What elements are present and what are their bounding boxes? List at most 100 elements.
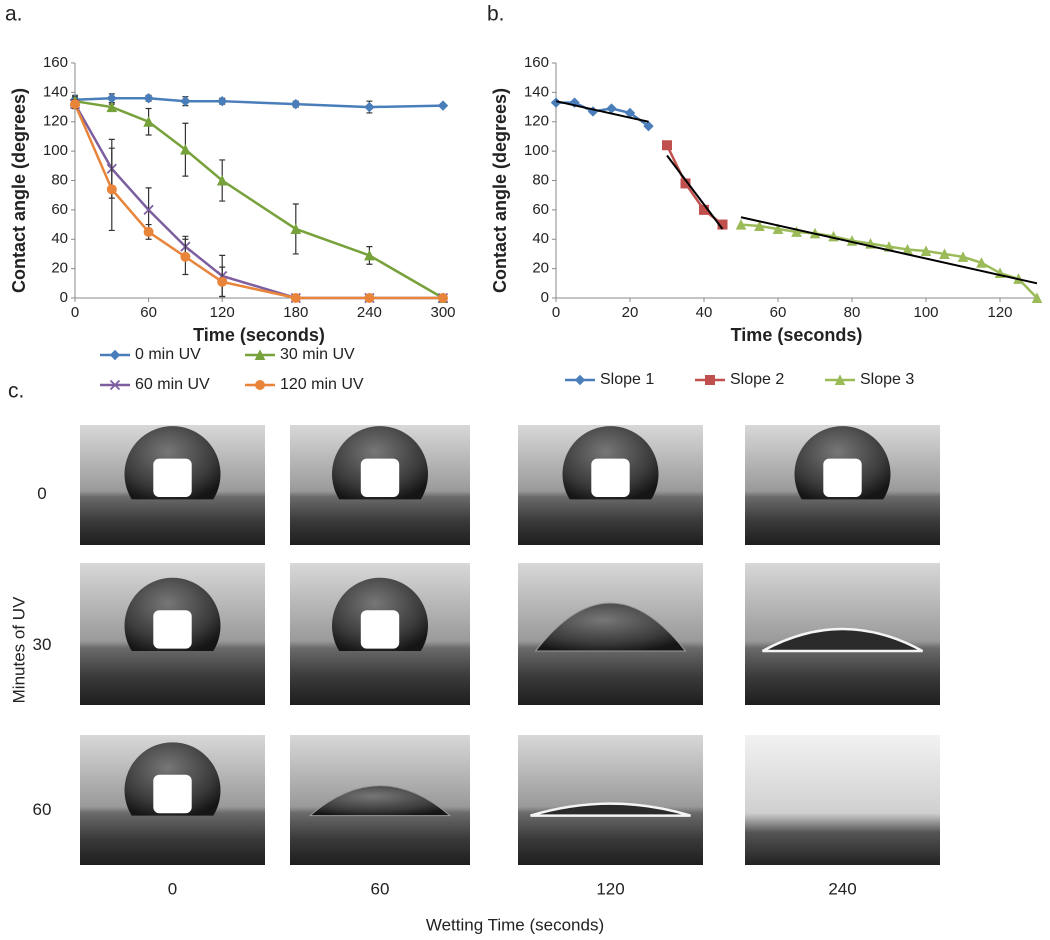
- column-label: 60: [371, 879, 390, 898]
- x-tick-label: 40: [696, 304, 713, 321]
- x-axis-title: Wetting Time (seconds): [426, 915, 604, 934]
- series-line: [556, 101, 650, 128]
- marker: [606, 103, 617, 114]
- trendline: [740, 216, 1038, 285]
- y-tick-label: 160: [43, 54, 68, 71]
- droplet: [530, 802, 691, 817]
- series-line: [74, 99, 444, 300]
- marker: [290, 98, 302, 110]
- x-tick-label: 120: [210, 304, 235, 321]
- x-axis-title: Time (seconds): [731, 325, 863, 345]
- y-tick-label: 60: [532, 201, 549, 218]
- y-tick-label: 80: [532, 171, 549, 188]
- x-tick-label: 180: [283, 304, 308, 321]
- droplet-highlight: [153, 774, 192, 814]
- y-tick-label: 120: [43, 113, 68, 130]
- y-tick-label: 100: [524, 142, 549, 159]
- y-tick-label: 0: [541, 289, 549, 306]
- y-tick-label: 80: [51, 171, 68, 188]
- y-tick-label: 100: [43, 142, 68, 159]
- droplet-highlight: [153, 610, 192, 649]
- y-axis-title: Contact angle (degrees): [9, 88, 29, 293]
- marker: [364, 249, 375, 261]
- legend-marker: [834, 374, 846, 385]
- x-tick-label: 0: [552, 304, 560, 321]
- marker: [364, 101, 375, 113]
- legend-label: Slope 1: [600, 371, 654, 388]
- legend-label: 120 min UV: [280, 376, 364, 393]
- droplet-highlight: [153, 458, 192, 497]
- marker: [106, 93, 118, 104]
- series-line: [73, 103, 443, 300]
- legend-marker: [109, 349, 121, 361]
- legend-label: 0 min UV: [135, 346, 201, 363]
- y-tick-label: 160: [524, 54, 549, 71]
- series-line: [73, 103, 443, 300]
- marker: [143, 93, 154, 104]
- x-tick-label: 60: [140, 304, 157, 321]
- y-tick-label: 140: [524, 83, 549, 100]
- marker: [216, 95, 228, 107]
- legend-marker: [109, 379, 121, 391]
- row-label: 30: [33, 635, 52, 654]
- marker: [290, 223, 302, 234]
- y-tick-label: 0: [60, 289, 68, 306]
- x-tick-label: 0: [71, 304, 79, 321]
- column-label: 240: [828, 879, 856, 898]
- marker: [180, 251, 191, 262]
- panel-label: c.: [8, 380, 24, 403]
- panel-label: b.: [487, 3, 505, 26]
- x-tick-label: 300: [430, 304, 455, 321]
- marker: [437, 100, 449, 111]
- droplet: [308, 785, 452, 817]
- trendline: [666, 154, 724, 230]
- droplet-highlight: [360, 458, 400, 497]
- y-axis-title: Minutes of UV: [9, 596, 28, 703]
- legend-marker: [705, 375, 715, 385]
- series-line: [740, 223, 1038, 299]
- marker: [957, 251, 969, 262]
- y-tick-label: 40: [51, 230, 68, 247]
- row-label: 60: [33, 800, 52, 819]
- series-line: [74, 97, 444, 109]
- marker: [754, 220, 765, 232]
- y-tick-label: 20: [532, 260, 549, 277]
- column-label: 0: [168, 879, 177, 898]
- marker: [643, 120, 654, 132]
- marker: [772, 223, 784, 234]
- y-tick-label: 60: [51, 201, 68, 218]
- droplet: [761, 627, 924, 653]
- marker: [735, 218, 747, 230]
- marker: [106, 184, 117, 195]
- marker: [180, 95, 191, 107]
- marker: [180, 144, 191, 155]
- x-axis-title: Time (seconds): [193, 325, 325, 345]
- marker: [143, 116, 154, 127]
- x-tick-label: 20: [622, 304, 639, 321]
- droplet-highlight: [591, 458, 630, 497]
- column-label: 120: [596, 879, 624, 898]
- droplet-highlight: [823, 458, 862, 497]
- x-tick-label: 100: [913, 304, 938, 321]
- droplet: [534, 602, 687, 652]
- legend-label: 30 min UV: [280, 346, 355, 363]
- y-tick-label: 140: [43, 83, 68, 100]
- marker: [143, 204, 154, 216]
- series-line: [665, 144, 724, 226]
- marker: [976, 257, 987, 268]
- x-tick-label: 80: [844, 304, 861, 321]
- marker: [216, 174, 228, 186]
- photo: [745, 735, 940, 865]
- marker: [70, 99, 80, 110]
- y-tick-label: 20: [51, 260, 68, 277]
- marker: [364, 293, 375, 303]
- x-tick-label: 120: [987, 304, 1012, 321]
- marker: [143, 226, 154, 237]
- row-label: 0: [37, 484, 46, 503]
- y-tick-label: 40: [532, 230, 549, 247]
- panel-label: a.: [5, 3, 23, 26]
- trendline: [555, 100, 649, 123]
- marker: [1031, 292, 1043, 303]
- marker: [791, 226, 802, 237]
